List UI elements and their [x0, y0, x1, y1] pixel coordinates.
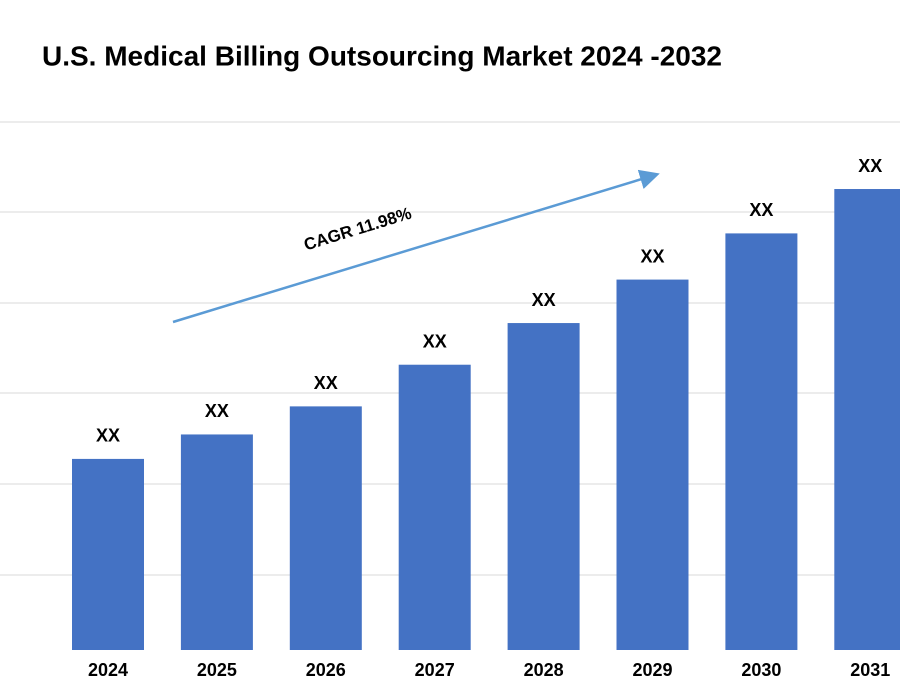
x-tick-label: 2027	[415, 660, 455, 680]
bar	[289, 406, 362, 650]
value-label: XX	[749, 200, 773, 220]
x-tick-label: 2029	[632, 660, 672, 680]
x-tick-label: 2030	[741, 660, 781, 680]
bar	[725, 233, 798, 650]
x-tick-label: 2024	[88, 660, 128, 680]
value-label: XX	[96, 426, 120, 446]
value-label: XX	[205, 401, 229, 421]
trend-arrow	[172, 169, 660, 324]
value-label: XX	[532, 290, 556, 310]
x-tick-label: 2025	[197, 660, 237, 680]
x-tick-label: 2031	[850, 660, 890, 680]
value-label: XX	[314, 373, 338, 393]
bar	[834, 189, 900, 651]
bar	[507, 323, 580, 650]
bar	[398, 364, 471, 650]
x-tick-label: 2028	[524, 660, 564, 680]
value-label: XX	[423, 331, 447, 351]
chart-title: U.S. Medical Billing Outsourcing Market …	[42, 40, 722, 71]
value-label: XX	[858, 156, 882, 176]
bar	[72, 458, 144, 650]
x-tick-label: 2026	[306, 660, 346, 680]
bar	[616, 279, 689, 650]
bar	[180, 434, 253, 650]
value-label: XX	[640, 246, 664, 266]
